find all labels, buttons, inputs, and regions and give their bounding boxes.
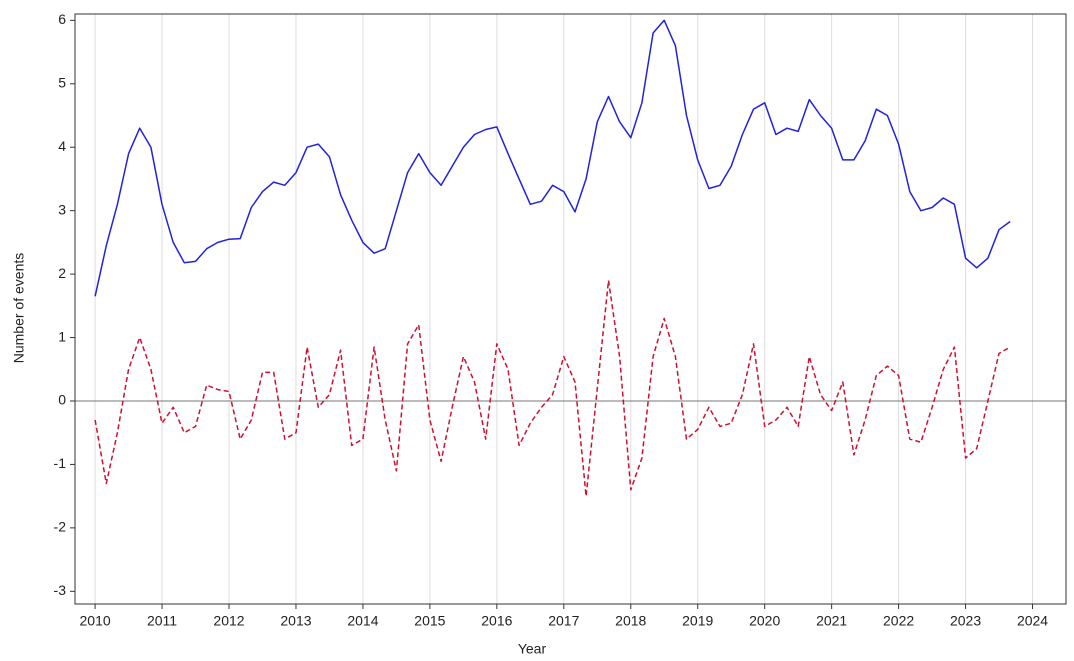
x-tick-label: 2024: [1017, 613, 1048, 629]
y-tick-label: 6: [58, 11, 66, 27]
x-tick-label: 2014: [347, 613, 378, 629]
x-tick-label: 2017: [548, 613, 579, 629]
y-tick-label: -3: [54, 582, 67, 598]
x-tick-label: 2022: [883, 613, 914, 629]
x-tick-label: 2013: [280, 613, 311, 629]
series-line: [94, 279, 1011, 497]
x-tick-label: 2018: [615, 613, 646, 629]
y-tick-label: 4: [58, 138, 66, 154]
x-tick-label: 2020: [749, 613, 780, 629]
y-tick-label: 1: [58, 328, 66, 344]
y-tick-label: 2: [58, 265, 66, 281]
x-tick-label: 2011: [147, 613, 177, 629]
x-tick-label: 2012: [213, 613, 244, 629]
x-tick-label: 2016: [481, 613, 512, 629]
y-tick-label: -1: [54, 455, 67, 471]
x-tick-label: 2010: [80, 613, 111, 629]
x-tick-label: 2021: [816, 613, 847, 629]
y-tick-label: 5: [58, 74, 66, 90]
y-axis-label: Number of events: [11, 253, 27, 364]
x-tick-label: 2023: [950, 613, 981, 629]
y-tick-label: 3: [58, 201, 66, 217]
x-tick-label: 2015: [414, 613, 445, 629]
plot-frame: [74, 13, 1067, 605]
y-tick-label: -2: [54, 519, 67, 535]
series-line: [94, 19, 1011, 297]
x-axis-label: Year: [518, 641, 547, 657]
x-tick-label: 2019: [682, 613, 713, 629]
y-tick-label: 0: [58, 392, 66, 408]
